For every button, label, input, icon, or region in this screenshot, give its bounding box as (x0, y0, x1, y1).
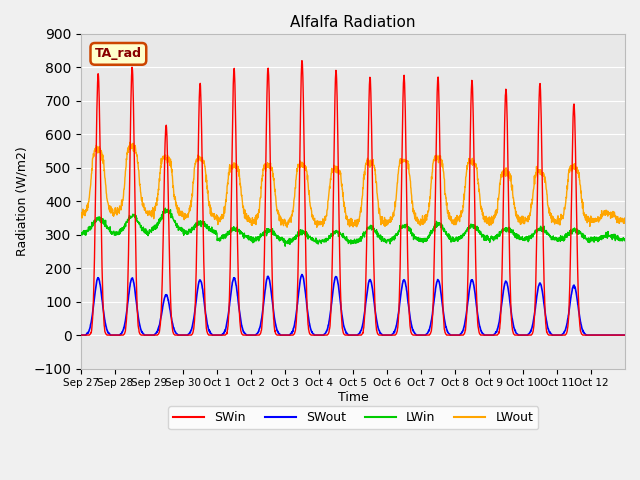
Text: TA_rad: TA_rad (95, 48, 142, 60)
Y-axis label: Radiation (W/m2): Radiation (W/m2) (15, 146, 28, 256)
X-axis label: Time: Time (338, 391, 369, 404)
Title: Alfalfa Radiation: Alfalfa Radiation (291, 15, 416, 30)
Legend: SWin, SWout, LWin, LWout: SWin, SWout, LWin, LWout (168, 406, 538, 429)
